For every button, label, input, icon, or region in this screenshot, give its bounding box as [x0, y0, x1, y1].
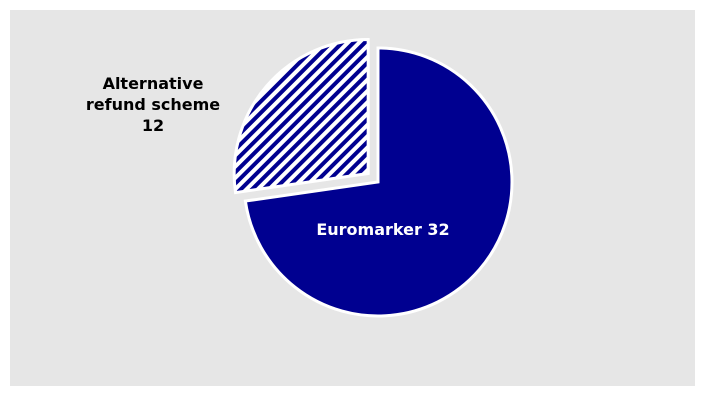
pie-slice-alternative-refund-scheme [232, 37, 370, 195]
pie-slices [232, 37, 514, 318]
pie-slice-euromarker [243, 46, 514, 318]
slice-label-alternative-line1: Alternative [103, 74, 204, 93]
slice-label-alternative-line3: 12 [142, 116, 164, 135]
slice-label-euromarker: Euromarker 32 [316, 220, 449, 239]
pie-chart: Euromarker 32 Alternative refund scheme … [10, 10, 695, 386]
chart-area: Euromarker 32 Alternative refund scheme … [10, 10, 695, 386]
slice-label-alternative-line2: refund scheme [86, 95, 220, 114]
